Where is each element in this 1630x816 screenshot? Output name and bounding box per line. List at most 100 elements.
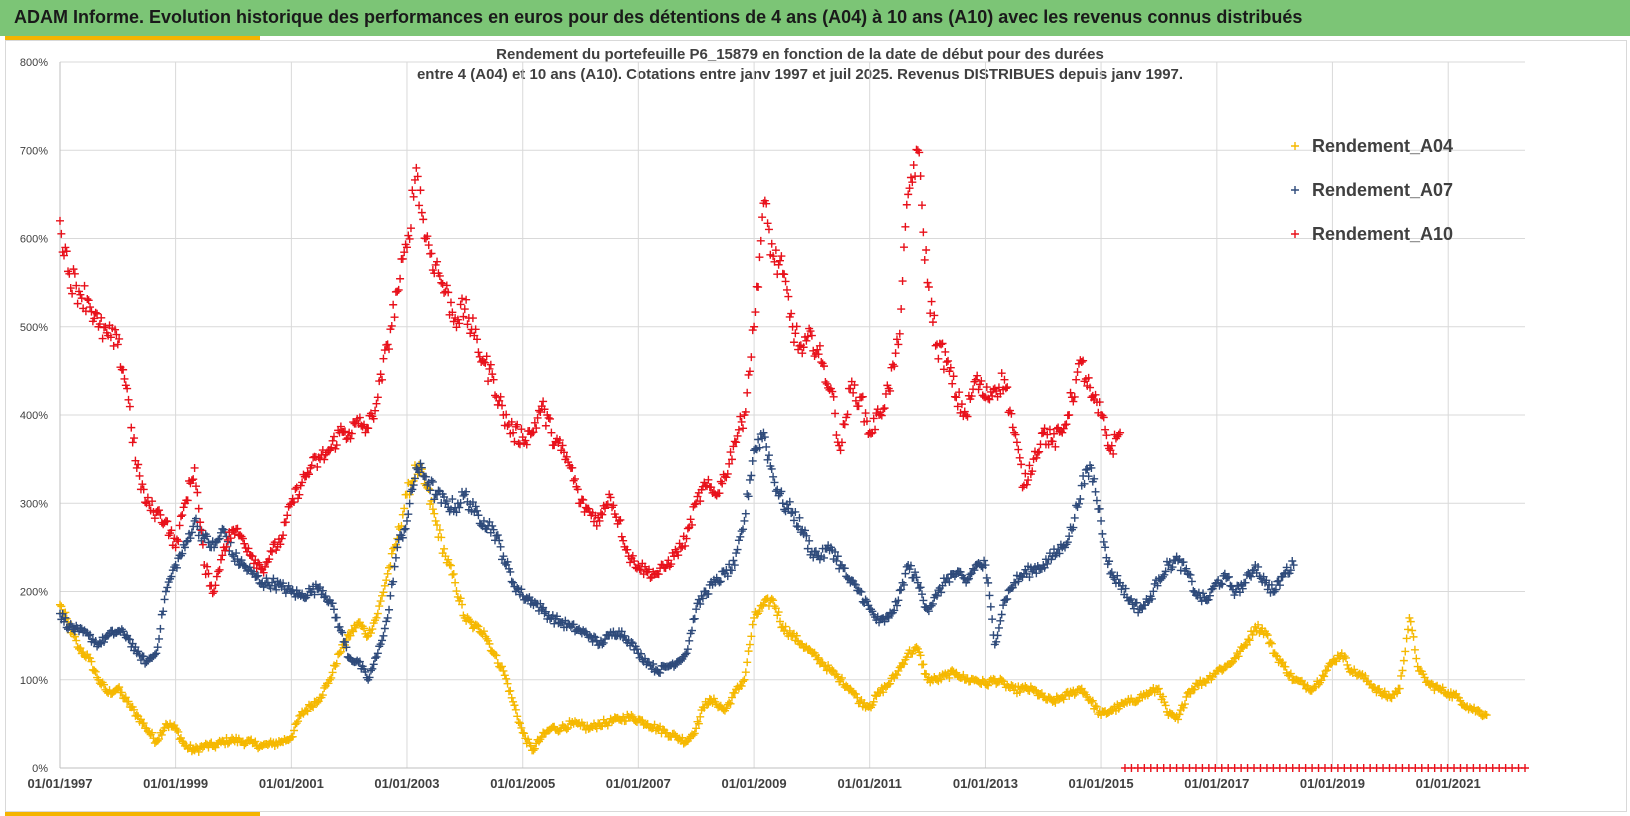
- rendement-a07-point: [1149, 587, 1158, 596]
- rendement-a04-point: [524, 735, 533, 744]
- rendement-a10-point: [56, 216, 64, 225]
- rendement-a10-point: [733, 431, 742, 440]
- rendement-a07-point: [598, 640, 607, 649]
- rendement-a07-point: [311, 580, 320, 589]
- rendement-a07-point: [977, 562, 986, 571]
- rendement-a10-point: [134, 460, 143, 469]
- rendement-a10-point: [1072, 375, 1081, 384]
- rendement-a10-point: [489, 375, 498, 384]
- rendement-a10-point: [238, 534, 247, 543]
- rendement-a07-point: [676, 656, 685, 665]
- rendement-a07-point: [915, 584, 924, 593]
- rendement-a10-point: [419, 215, 428, 224]
- rendement-a10-point: [361, 428, 370, 437]
- rendement-a10-point: [1003, 383, 1012, 392]
- rendement-a10-point: [266, 547, 275, 556]
- rendement-a07-point: [452, 508, 461, 517]
- rendement-a10-point: [1059, 424, 1068, 433]
- rendement-a07-point: [617, 627, 626, 636]
- rendement-a10-point: [602, 500, 611, 509]
- rendement-a04-point: [902, 653, 911, 662]
- rendement-a07-point: [1109, 573, 1118, 582]
- rendement-a04-point: [737, 682, 746, 691]
- rendement-a10-point: [119, 365, 128, 374]
- x-tick-label: 01/01/1997: [27, 776, 92, 791]
- rendement-a07-point: [913, 578, 922, 587]
- rendement-a10-point: [68, 289, 77, 298]
- rendement-a07-point: [1097, 516, 1106, 525]
- rendement-a07-point: [459, 491, 468, 500]
- rendement-a10-point: [718, 479, 727, 488]
- rendement-a10-point: [867, 429, 876, 438]
- rendement-a07-point: [1245, 571, 1254, 580]
- rendement-a10-point: [215, 565, 224, 574]
- rendement-a10-point: [568, 463, 577, 472]
- rendement-a07-point: [150, 650, 159, 659]
- rendement-a10-point: [1001, 384, 1010, 393]
- rendement-a07-point: [590, 632, 599, 641]
- rendement-a07-point: [1014, 577, 1023, 586]
- rendement-a04-point: [385, 563, 394, 572]
- rendement-a10-point: [435, 271, 444, 280]
- rendement-a10-point: [899, 243, 908, 252]
- rendement-a07-point: [729, 556, 738, 565]
- rendement-a10-point: [91, 308, 100, 317]
- rendement-a04-point: [836, 675, 845, 684]
- rendement-a04-point: [744, 647, 753, 656]
- rendement-a04-point: [1318, 671, 1327, 680]
- rendement-a10-point: [208, 589, 217, 598]
- rendement-a07-point: [992, 637, 1001, 646]
- rendement-a04-point: [1263, 631, 1272, 640]
- rendement-a07-point: [884, 613, 893, 622]
- x-tick-label: 01/01/2011: [838, 776, 902, 791]
- rendement-a10-point: [730, 437, 739, 446]
- rendement-a10-point: [1018, 483, 1027, 492]
- rendement-a04-point: [1175, 710, 1184, 719]
- rendement-a10-point: [894, 340, 903, 349]
- rendement-a10-point: [376, 370, 385, 379]
- rendement-a10-point: [741, 407, 750, 416]
- rendement-a07-point: [755, 443, 764, 452]
- rendement-a04-point: [186, 741, 195, 750]
- rendement-a04-point: [451, 578, 460, 587]
- rendement-a07-point: [740, 516, 749, 525]
- rendement-a10-point: [398, 254, 407, 263]
- rendement-a07-point: [442, 497, 451, 506]
- rendement-a10-point: [854, 402, 863, 411]
- rendement-a04-point: [313, 698, 322, 707]
- rendement-a10-point: [692, 499, 701, 508]
- rendement-a10-point: [696, 497, 705, 506]
- rendement-a10-point: [922, 245, 931, 254]
- rendement-a04-point: [1180, 700, 1189, 709]
- rendement-a10-point: [920, 255, 929, 264]
- rendement-a10-point: [836, 446, 845, 455]
- rendement-a10-point: [400, 248, 409, 257]
- rendement-a04-point: [493, 659, 502, 668]
- rendement-a07-point: [390, 562, 399, 571]
- rendement-a07-point: [1055, 549, 1064, 558]
- rendement-a04-point: [747, 632, 756, 641]
- rendement-a07-point: [1063, 538, 1072, 547]
- rendement-a07-point: [1105, 557, 1114, 566]
- rendement-a10-point: [290, 498, 299, 507]
- rendement-a07-point: [734, 536, 743, 545]
- rendement-a10-point: [66, 284, 75, 293]
- rendement-a10-point: [522, 440, 531, 449]
- rendement-a04-point: [1254, 620, 1263, 629]
- rendement-a07-point: [780, 505, 789, 514]
- rendement-a10-point: [364, 424, 373, 433]
- rendement-a07-point: [489, 525, 498, 534]
- rendement-a07-point: [763, 455, 772, 464]
- rendement-a04-point: [378, 591, 387, 600]
- rendement-a10-point: [909, 161, 918, 170]
- rendement-a07-point: [1147, 594, 1156, 603]
- rendement-a04-point: [1399, 656, 1408, 665]
- rendement-a10-point: [536, 408, 545, 417]
- rendement-a04-point: [1286, 669, 1295, 678]
- rendement-a10-point: [1079, 356, 1088, 365]
- rendement-a04-point: [1320, 672, 1329, 681]
- rendement-a04-point: [1007, 681, 1016, 690]
- rendement-a10-point: [372, 399, 381, 408]
- rendement-a04-point: [383, 569, 392, 578]
- rendement-a04-point: [382, 576, 391, 585]
